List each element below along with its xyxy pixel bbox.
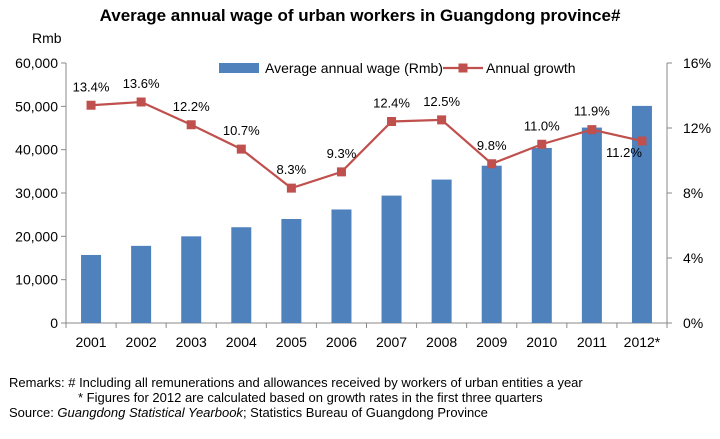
y-tick-label-right: 0%: [683, 315, 703, 331]
x-tick-label: 2001: [75, 334, 106, 350]
y-tick-label-left: 40,000: [15, 142, 58, 158]
legend-line-label: Annual growth: [486, 60, 576, 76]
y-tick-label-right: 8%: [683, 185, 703, 201]
y-tick-label-left: 50,000: [15, 98, 58, 114]
growth-data-label: 8.3%: [277, 162, 307, 177]
growth-marker: [637, 136, 647, 146]
growth-marker: [336, 167, 346, 177]
chart-plot: 0 10,000 20,000 30,000 40,000 50,000 60,000 0% 4…: [15, 30, 711, 350]
wage-bar: [231, 227, 252, 323]
source-line: Source: Guangdong Statistical Yearbook; …: [9, 405, 488, 420]
wage-bar: [381, 195, 402, 323]
growth-data-label: 11.0%: [524, 118, 560, 133]
growth-marker: [437, 115, 447, 125]
y-axis-unit-label: Rmb: [32, 30, 62, 46]
source-prefix: Source:: [9, 405, 58, 420]
y-tick-label-left: 20,000: [15, 228, 58, 244]
source-suffix: ; Statistics Bureau of Guangdong Provinc…: [242, 405, 488, 420]
x-tick-label: 2003: [176, 334, 207, 350]
wage-bar: [181, 236, 202, 323]
growth-marker: [186, 120, 196, 130]
wage-bar: [631, 105, 652, 324]
growth-marker: [136, 97, 146, 107]
growth-data-label: 12.2%: [173, 99, 210, 114]
x-tick-label: 2007: [376, 334, 407, 350]
growth-data-label: 9.3%: [327, 146, 357, 161]
growth-data-label: 13.6%: [123, 76, 160, 91]
x-tick-label: 2011: [577, 334, 607, 350]
x-tick-label: 2002: [126, 334, 157, 350]
growth-marker: [587, 125, 597, 135]
legend-bar-label: Average annual wage (Rmb): [265, 60, 443, 76]
growth-line: [90, 100, 643, 190]
wage-bar: [281, 219, 302, 323]
source-yearbook: Guangdong Statistical Yearbook: [57, 405, 243, 420]
y-tick-label-left: 10,000: [15, 272, 58, 288]
growth-marker: [86, 100, 96, 110]
growth-data-label: 10.7%: [223, 123, 260, 138]
x-tick-label: 2008: [426, 334, 457, 350]
growth-data-label: 12.4%: [373, 96, 410, 111]
x-tick-label: 2004: [226, 334, 257, 350]
remark-line-1: Remarks: # Including all remunerations a…: [9, 375, 583, 390]
growth-data-label: 9.8%: [477, 138, 507, 153]
y-tick-label-left: 0: [50, 315, 58, 331]
wage-bar: [131, 245, 152, 323]
remark-line-2: * Figures for 2012 are calculated based …: [78, 390, 543, 405]
wage-bar: [331, 209, 352, 323]
y-tick-label-left: 60,000: [15, 55, 58, 71]
growth-data-label: 12.5%: [423, 94, 460, 109]
y-tick-label-right: 4%: [683, 250, 703, 266]
chart-title: Average annual wage of urban workers in …: [99, 6, 621, 25]
x-tick-label: 2006: [326, 334, 357, 350]
y-tick-label-left: 30,000: [15, 185, 58, 201]
growth-data-label: 13.4%: [73, 79, 110, 94]
wage-bar: [481, 165, 502, 323]
growth-marker: [236, 144, 246, 154]
x-tick-label: 2005: [276, 334, 307, 350]
growth-marker: [537, 139, 547, 149]
y-tick-label-right: 16%: [683, 55, 711, 71]
wage-bar: [431, 179, 452, 323]
wage-bar: [581, 127, 602, 323]
wage-bar: [81, 254, 102, 323]
legend-line-marker: [458, 63, 468, 73]
x-tick-label: 2012*: [624, 334, 661, 350]
growth-data-label: 11.2%: [606, 145, 642, 160]
growth-marker: [487, 159, 497, 169]
growth-marker: [387, 117, 397, 126]
growth-marker: [286, 183, 296, 193]
y-tick-label-right: 12%: [683, 120, 711, 136]
x-tick-label: 2010: [526, 334, 557, 350]
wage-bar: [531, 147, 552, 323]
legend-bar-swatch: [219, 63, 259, 73]
x-tick-label: 2009: [476, 334, 507, 350]
growth-data-label: 11.9%: [574, 104, 610, 119]
